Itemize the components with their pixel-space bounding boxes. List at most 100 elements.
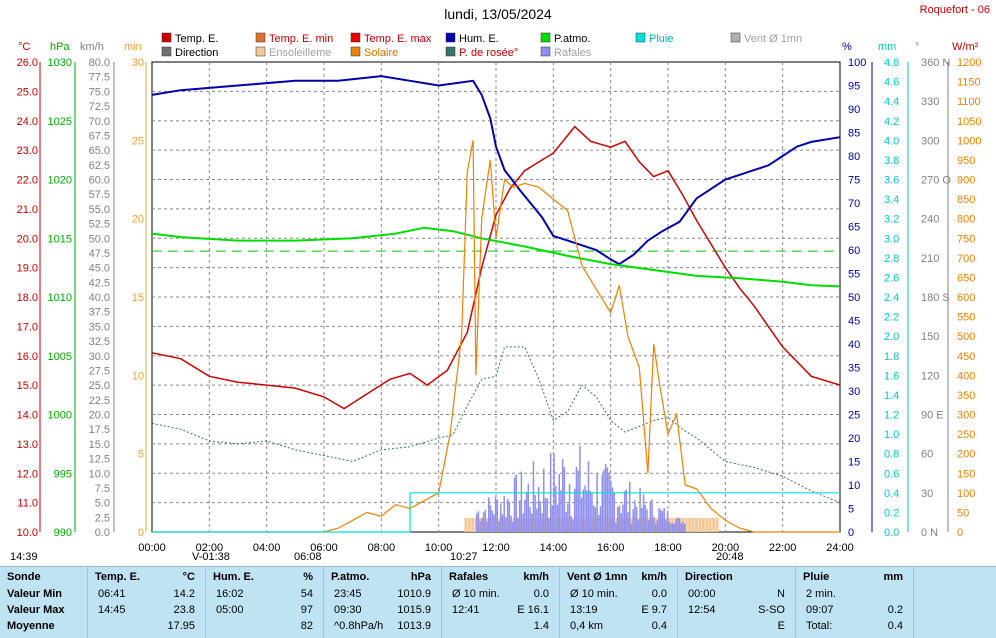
legend-swatch xyxy=(540,46,551,57)
rain-tick-label: 4.2 xyxy=(884,116,899,128)
gust-bar xyxy=(653,517,655,532)
hum-tick-label: 35 xyxy=(848,363,860,375)
gust-bar xyxy=(684,523,686,532)
table-cell-time: 14:45 xyxy=(98,604,126,616)
sunshine-bar xyxy=(708,518,712,532)
table-row-label: Valeur Max xyxy=(7,604,65,616)
wind-tick-label: 57.5 xyxy=(89,189,110,201)
gust-bar xyxy=(486,521,488,532)
min-tick-label: 10 xyxy=(132,370,144,382)
solar-tick-label: 900 xyxy=(957,175,975,187)
rain-tick-label: 2.2 xyxy=(884,312,899,324)
sunshine-bar xyxy=(701,518,705,532)
solar-tick-label: 850 xyxy=(957,194,975,206)
hum-tick-label: 85 xyxy=(848,128,860,140)
min-tick-label: 5 xyxy=(138,449,144,461)
hum-tick-label: 70 xyxy=(848,198,860,210)
table-row-label: Moyenne xyxy=(7,620,55,632)
sunshine-bar xyxy=(684,518,688,532)
table-header-label: Direction xyxy=(685,571,733,583)
table-cell-time: 12:54 xyxy=(688,604,716,616)
wind-tick-label: 0.0 xyxy=(95,527,110,539)
table-cell-time: 0,4 km xyxy=(570,620,604,632)
solar-tick-label: 950 xyxy=(957,155,975,167)
table-cell-time: 23:45 xyxy=(334,588,362,600)
table-header-unit: km/h xyxy=(641,571,667,583)
hum-tick-label: 60 xyxy=(848,245,860,257)
table-cell-time: 12:41 xyxy=(452,604,480,616)
gust-bar xyxy=(625,489,628,532)
wind-tick-label: 55.0 xyxy=(89,204,110,216)
gust-bar xyxy=(520,471,523,532)
solar-tick-label: 50 xyxy=(957,507,969,519)
gust-bar xyxy=(565,511,567,532)
gust-bar xyxy=(561,458,564,532)
solar-tick-label: 300 xyxy=(957,410,975,422)
solar-tick-label: 1150 xyxy=(957,77,981,89)
table-row: Moyenne xyxy=(0,620,87,637)
legend-swatch xyxy=(255,32,266,43)
table-cell-value: 54 xyxy=(300,588,313,600)
gust-bar xyxy=(560,490,562,532)
wind-tick-label: 32.5 xyxy=(89,336,110,348)
temp-tick-label: 25.0 xyxy=(17,86,38,98)
rain-tick-label: 1.0 xyxy=(884,429,899,441)
time-tick-label: 12:00 xyxy=(482,542,510,554)
wind-tick-label: 27.5 xyxy=(89,365,110,377)
hum-tick-label: 65 xyxy=(848,222,860,234)
gust-bar xyxy=(659,509,662,532)
gust-bar xyxy=(598,515,600,532)
press-tick-label: 1020 xyxy=(48,175,72,187)
table-column: P.atmo. hPa 23:45 1010.9 09:30 1015.9 ^0.8hPa/… xyxy=(324,567,442,638)
table-header: P.atmo. hPa xyxy=(324,571,441,588)
gust-bar xyxy=(493,514,495,532)
table-column: Rafales km/h Ø 10 min. 0.0 12:41 E 16.1 1.4 xyxy=(442,567,560,638)
press-tick-label: 1005 xyxy=(48,351,72,363)
sunshine-bar xyxy=(694,518,698,532)
table-cell-value: E 9.7 xyxy=(641,604,667,616)
gust-bar xyxy=(591,492,593,532)
gust-bar xyxy=(666,510,669,532)
min-tick-label: 15 xyxy=(132,292,144,304)
time-tick-label: 00:00 xyxy=(138,542,166,554)
gust-bar xyxy=(537,486,540,532)
gust-bar xyxy=(491,510,493,532)
rain-tick-label: 1.8 xyxy=(884,351,899,363)
gust-bar xyxy=(532,461,535,532)
gust-bar xyxy=(539,501,542,532)
axis-unit-label: % xyxy=(842,41,852,53)
gust-bar xyxy=(484,509,487,532)
rain-tick-label: 0.0 xyxy=(884,527,899,539)
sunshine-bar xyxy=(698,518,702,532)
hum-tick-label: 50 xyxy=(848,292,860,304)
table-cell-time: 16:02 xyxy=(216,588,244,600)
gust-bar xyxy=(677,517,679,532)
gust-bar xyxy=(630,523,633,532)
gust-bar xyxy=(642,494,645,532)
legend-label: Hum. E. xyxy=(459,33,499,45)
table-cell-value: N xyxy=(777,588,785,600)
legend-label: Rafales xyxy=(554,47,592,59)
table-cell-value: E xyxy=(777,620,785,632)
gust-bar xyxy=(479,521,481,532)
gust-bar xyxy=(611,487,614,532)
table-row: Valeur Max xyxy=(0,604,87,621)
table-cell-value: 0.4 xyxy=(651,620,667,632)
gust-bar xyxy=(616,506,619,532)
dir-tick-label: 270 O xyxy=(921,175,951,187)
time-tick-label: 18:00 xyxy=(654,542,682,554)
gust-bar xyxy=(618,505,621,532)
series-lines xyxy=(151,75,841,533)
sunshine-bar xyxy=(464,518,468,532)
gust-bar xyxy=(665,520,667,532)
axis-unit-label: hPa xyxy=(50,41,70,53)
wind-tick-label: 2.5 xyxy=(95,512,110,524)
axis-unit-label: mm xyxy=(878,41,896,53)
weather-chart: 26.0 25.0 24.0 23.0 22.0 21.0 20.0 19.0 18.0 17.0… xyxy=(17,32,981,554)
table-cell-time: 06:41 xyxy=(98,588,126,600)
gust-bar xyxy=(651,499,653,532)
gust-bar xyxy=(563,467,566,532)
gust-bar xyxy=(620,513,622,532)
dir-tick-label: 240 xyxy=(921,214,939,226)
legend-label: P. de rosée° xyxy=(459,47,518,59)
